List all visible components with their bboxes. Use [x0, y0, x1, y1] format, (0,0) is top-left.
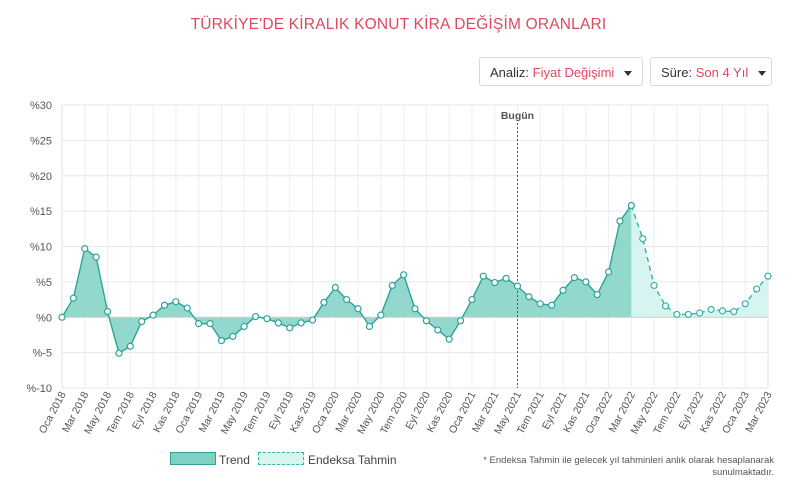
y-tick-label: %-10 — [26, 383, 52, 395]
trend-point[interactable] — [616, 217, 624, 225]
trend-point[interactable] — [343, 295, 351, 304]
trend-point[interactable] — [434, 326, 442, 334]
trend-point[interactable] — [251, 312, 260, 321]
period-value: Son 4 Yıl — [695, 65, 749, 80]
y-tick-label: %15 — [30, 206, 52, 218]
legend-label-trend[interactable]: Trend — [219, 453, 250, 467]
trend-point[interactable] — [92, 253, 100, 261]
forecast-point[interactable] — [696, 309, 704, 317]
trend-point[interactable] — [229, 332, 237, 340]
trend-point[interactable] — [422, 317, 430, 325]
point-layer — [58, 201, 772, 357]
y-tick-label: %-5 — [32, 348, 52, 360]
trend-point[interactable] — [115, 349, 123, 357]
forecast-point[interactable] — [764, 272, 772, 280]
trend-point[interactable] — [160, 301, 169, 309]
trend-point[interactable] — [388, 281, 396, 290]
trend-point[interactable] — [331, 283, 339, 292]
trend-point[interactable] — [149, 311, 157, 319]
analysis-value: Fiyat Değişimi — [532, 65, 615, 80]
trend-point[interactable] — [548, 301, 556, 309]
y-tick-label: %30 — [30, 100, 52, 112]
trend-point[interactable] — [445, 335, 453, 343]
forecast-point[interactable] — [753, 285, 761, 293]
y-tick-label: %0 — [36, 312, 52, 324]
forecast-point[interactable] — [730, 307, 738, 316]
analysis-dropdown[interactable]: Analiz: Fiyat Değişimi — [479, 57, 643, 86]
trend-point[interactable] — [502, 274, 510, 282]
chart-title: TÜRKİYE'DE KİRALIK KONUT KİRA DEĞİŞİM OR… — [190, 16, 607, 33]
analysis-label: Analiz: — [490, 65, 530, 80]
trend-point[interactable] — [81, 245, 89, 253]
forecast-area — [631, 205, 768, 318]
trend-point[interactable] — [297, 319, 305, 327]
trend-point[interactable] — [570, 274, 579, 282]
trend-line — [61, 205, 632, 355]
trend-point[interactable] — [513, 282, 522, 290]
trend-point[interactable] — [103, 307, 112, 316]
y-tick-label: %20 — [30, 171, 52, 183]
y-tick-label: %25 — [30, 135, 52, 147]
period-dropdown[interactable]: Süre: Son 4 Yıl — [650, 57, 772, 86]
forecast-point[interactable] — [684, 310, 692, 319]
trend-point[interactable] — [195, 320, 203, 328]
trend-point[interactable] — [263, 315, 271, 323]
trend-point[interactable] — [468, 295, 476, 304]
trend-point[interactable] — [627, 201, 635, 210]
grid — [61, 104, 769, 389]
trend-point[interactable] — [126, 342, 134, 350]
forecast-point[interactable] — [650, 281, 658, 290]
trend-point[interactable] — [377, 311, 385, 319]
trend-area — [62, 205, 632, 354]
line-layer — [61, 123, 769, 388]
footnote: * Endeksa Tahmin ile gelecek yıl tahminl… — [483, 455, 774, 478]
forecast-point[interactable] — [741, 300, 749, 308]
trend-point[interactable] — [138, 317, 146, 326]
trend-point[interactable] — [172, 298, 180, 306]
trend-point[interactable] — [286, 324, 294, 332]
caret-down-icon — [623, 71, 632, 77]
trend-point[interactable] — [559, 286, 567, 294]
y-tick-label: %10 — [30, 242, 52, 254]
trend-point[interactable] — [206, 320, 214, 328]
trend-point[interactable] — [308, 316, 317, 324]
trend-point[interactable] — [58, 313, 66, 321]
trend-point[interactable] — [274, 319, 282, 327]
legend-swatch-trend[interactable] — [170, 452, 216, 465]
y-tick-label: %5 — [36, 277, 52, 289]
area-layer — [62, 205, 768, 354]
trend-point[interactable] — [183, 304, 191, 312]
forecast-point[interactable] — [718, 307, 727, 315]
forecast-point[interactable] — [661, 302, 670, 310]
legend-swatch-forecast[interactable] — [258, 452, 304, 465]
trend-point[interactable] — [400, 271, 408, 279]
trend-point[interactable] — [593, 291, 601, 299]
trend-point[interactable] — [491, 278, 499, 287]
trend-point[interactable] — [217, 336, 226, 345]
period-label: Süre: — [661, 65, 693, 80]
forecast-point[interactable] — [639, 235, 647, 243]
legend-label-forecast[interactable]: Endeksa Tahmin — [308, 453, 397, 467]
trend-point[interactable] — [354, 305, 362, 313]
trend-point[interactable] — [456, 317, 465, 325]
trend-point[interactable] — [69, 294, 77, 302]
today-label: Bugün — [501, 110, 534, 122]
trend-point[interactable] — [365, 322, 374, 331]
trend-point[interactable] — [411, 305, 419, 313]
trend-point[interactable] — [240, 322, 248, 331]
trend-point[interactable] — [320, 298, 328, 306]
trend-point[interactable] — [582, 278, 590, 286]
trend-point[interactable] — [479, 272, 487, 280]
forecast-point[interactable] — [673, 310, 681, 319]
trend-point[interactable] — [536, 300, 544, 308]
forecast-point[interactable] — [707, 305, 715, 314]
trend-point[interactable] — [604, 268, 613, 276]
caret-down-icon — [757, 71, 766, 77]
trend-point[interactable] — [525, 293, 533, 301]
